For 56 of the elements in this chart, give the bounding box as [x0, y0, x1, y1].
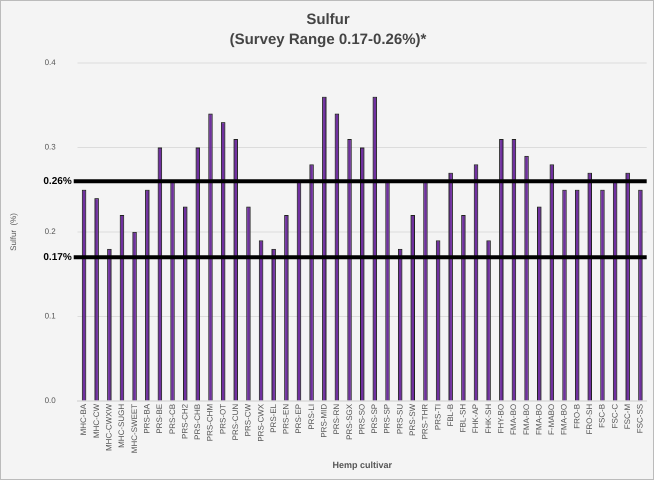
x-tick-label: PRS-SP — [370, 404, 380, 434]
x-tick-label: FSC-SS — [636, 404, 645, 434]
x-tick-label: PRS-THR — [420, 404, 430, 440]
x-tick-label: PRS-OT — [218, 404, 228, 434]
x-tick-label: FRO-SH — [585, 404, 594, 435]
x-tick-label: MHC-CW — [92, 403, 101, 438]
x-tick-label: FMA-BO — [560, 404, 569, 435]
y-tick-label: 0.2 — [44, 227, 56, 236]
x-tick-label: PRS-EP — [294, 404, 304, 434]
x-tick-label: MHC-SUGH — [117, 404, 126, 448]
y-tick-label: 0.3 — [44, 142, 56, 152]
x-tick-label: PRS-CWX — [256, 403, 266, 442]
x-tick-label: PRS-CUN — [230, 404, 240, 440]
y-tick-label: 0.1 — [44, 312, 56, 321]
x-tick-label: PRS-CHB — [193, 404, 202, 440]
x-tick-label: PRS-LI — [306, 404, 316, 430]
x-tick-label: FBL-B — [446, 404, 455, 427]
x-tick-label: FMA-BO — [534, 404, 544, 435]
y-tick-label: 0.4 — [44, 58, 56, 68]
y-axis-title: Sulfur (%) — [9, 212, 18, 251]
x-tick-label: PRS-SGX — [344, 403, 354, 440]
x-tick-label: MHC-SWEET — [130, 404, 139, 454]
x-tick-label: FSC-B — [598, 404, 607, 428]
x-tick-label: PRS-MID — [319, 404, 328, 438]
x-tick-label: PRS-BA — [142, 403, 152, 434]
x-tick-label: FMA-BO — [509, 404, 518, 435]
x-tick-label: PRS-EL — [268, 403, 278, 433]
ref-line-label: 0.26% — [43, 176, 72, 188]
y-tick-label: 0.0 — [44, 396, 56, 406]
x-tick-label: MHC-BA — [79, 403, 88, 436]
x-tick-label: FHY-BO — [496, 404, 506, 434]
x-tick-label: PRS-SU — [395, 404, 404, 434]
x-tick-label: FSC-C — [610, 404, 620, 428]
x-tick-label: PRS-CH2 — [180, 403, 190, 439]
x-tick-label: PRS-SP — [382, 404, 392, 434]
x-tick-label: FHK-SH — [484, 404, 493, 434]
x-tick-label: PRS-SW — [408, 403, 417, 436]
x-tick-label: PRS-TI — [433, 404, 442, 430]
ref-line-label: 0.17% — [43, 252, 72, 264]
x-tick-label: FRO-B — [572, 404, 582, 429]
x-tick-label: FSC-M — [622, 404, 632, 430]
chart-subtitle: (Survey Range 0.17-0.26%)* — [230, 31, 427, 48]
x-tick-label: FHK-AP — [471, 404, 480, 434]
x-tick-label: MHC-CWXW — [104, 403, 114, 451]
x-tick-label: PRS-CB — [168, 404, 177, 434]
x-tick-label: PRS-EN — [282, 404, 291, 434]
x-tick-label: F-MABO — [547, 404, 556, 435]
x-tick-label: PRS-CHM — [206, 404, 215, 442]
x-tick-label: PRS-SO — [357, 404, 366, 435]
x-tick-label: PRS-RN — [332, 404, 342, 435]
x-axis-title: Hemp cultivar — [332, 460, 392, 470]
x-tick-label: PRS-CW — [244, 403, 253, 436]
x-tick-label: PRS-BE — [155, 404, 164, 434]
x-tick-label: FMA-BO — [522, 404, 531, 435]
chart-title: Sulfur — [306, 11, 350, 28]
x-tick-label: FBL-SH — [458, 404, 468, 432]
